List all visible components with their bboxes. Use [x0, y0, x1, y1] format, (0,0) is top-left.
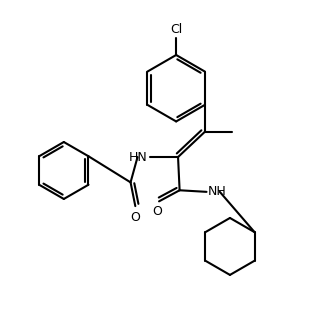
- Text: O: O: [152, 205, 163, 218]
- Text: Cl: Cl: [170, 23, 182, 36]
- Text: NH: NH: [208, 185, 227, 198]
- Text: O: O: [130, 211, 140, 224]
- Text: HN: HN: [129, 151, 148, 164]
